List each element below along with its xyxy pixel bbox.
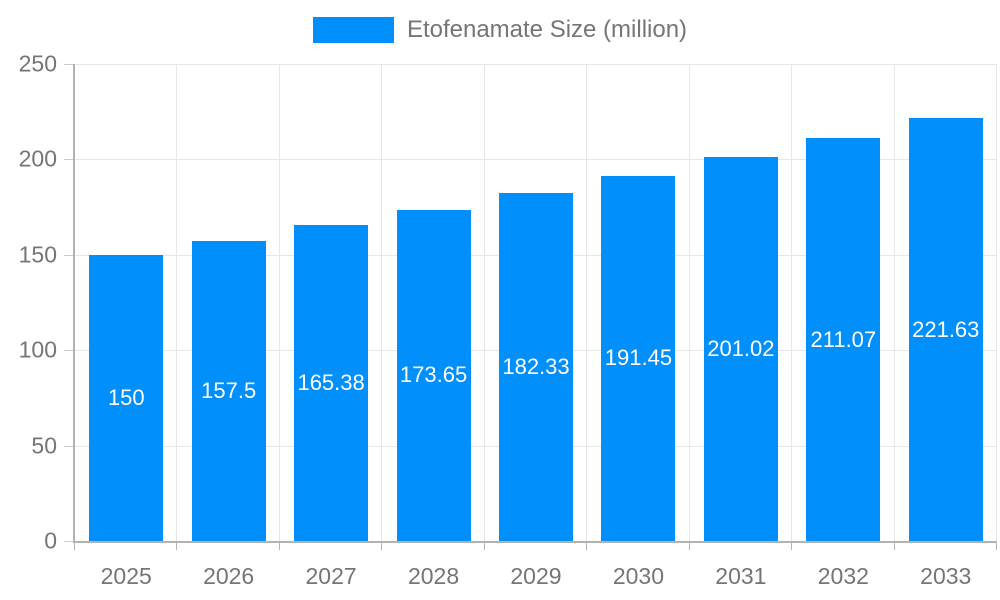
x-axis-tick	[586, 543, 588, 550]
bar[interactable]: 221.63	[908, 118, 983, 541]
x-axis-tick	[483, 543, 485, 550]
x-axis-tick	[996, 543, 997, 550]
gridline-vertical	[586, 64, 588, 541]
y-axis-label: 250	[18, 50, 57, 77]
y-axis-label: 0	[44, 527, 57, 554]
gridline-vertical	[278, 64, 280, 541]
gridline-vertical	[893, 64, 895, 541]
x-axis-label: 2032	[817, 563, 869, 589]
x-axis-label: 2028	[407, 563, 460, 589]
bar-value-label: 201.02	[707, 336, 775, 362]
bar-value-label: 221.63	[912, 316, 980, 342]
x-axis-label: 2029	[510, 563, 562, 589]
x-axis-label: 2030	[612, 563, 665, 589]
legend-item-etofenamate[interactable]: Etofenamate Size (million)	[312, 16, 688, 43]
gridline-horizontal	[75, 64, 997, 65]
y-axis-label: 200	[18, 145, 57, 172]
gridline-vertical	[483, 64, 485, 541]
x-axis-label: 2031	[715, 563, 767, 589]
bar[interactable]: 165.38	[294, 225, 369, 541]
y-axis-tick	[64, 350, 73, 352]
x-axis-tick	[381, 543, 383, 550]
y-axis-tick	[64, 445, 73, 447]
x-axis-tick	[688, 543, 690, 550]
y-axis-tick	[64, 64, 73, 65]
bar-value-label: 182.33	[502, 354, 570, 380]
gridline-vertical	[791, 64, 793, 541]
x-axis-label: 2026	[203, 563, 255, 589]
bar-value-label: 157.5	[201, 377, 257, 403]
bar[interactable]: 211.07	[806, 138, 881, 541]
x-axis-label: 2033	[920, 563, 972, 589]
bar-value-label: 211.07	[810, 326, 877, 352]
x-axis-tick	[893, 543, 895, 550]
y-axis-label: 50	[31, 432, 57, 459]
bar[interactable]: 150	[89, 254, 164, 541]
gridline-vertical	[176, 64, 178, 541]
bar[interactable]: 191.45	[601, 175, 676, 541]
bar[interactable]: 182.33	[499, 193, 573, 541]
x-axis-label: 2025	[100, 563, 152, 589]
bar[interactable]: 201.02	[703, 157, 778, 541]
x-axis-tick	[176, 543, 178, 550]
plot-area: 0 50 100 150 200 250 150 2025 157.5 2026 165.38 202…	[19, 52, 997, 588]
legend-swatch	[312, 17, 394, 43]
gridline-vertical	[381, 64, 383, 541]
y-axis-label: 100	[18, 336, 57, 363]
y-axis-tick	[64, 541, 73, 542]
x-axis-tick	[74, 543, 75, 550]
bar-value-label: 191.45	[604, 345, 673, 371]
legend: Etofenamate Size (million)	[0, 17, 1000, 43]
x-axis-label: 2027	[305, 563, 357, 589]
x-axis-tick	[791, 543, 793, 550]
bar-value-label: 165.38	[297, 370, 365, 396]
y-axis-tick	[64, 159, 73, 161]
gridline-horizontal	[75, 159, 997, 161]
bar-value-label: 173.65	[399, 362, 468, 388]
bar-value-label: 150	[107, 384, 145, 410]
y-axis-tick	[64, 254, 73, 256]
gridline-vertical	[996, 64, 997, 541]
bar[interactable]: 157.5	[191, 240, 266, 541]
bar[interactable]: 173.65	[396, 209, 471, 541]
legend-label: Etofenamate Size (million)	[406, 16, 688, 43]
y-axis-label: 150	[18, 241, 57, 268]
gridline-vertical	[688, 64, 690, 541]
x-axis-tick	[278, 543, 280, 550]
